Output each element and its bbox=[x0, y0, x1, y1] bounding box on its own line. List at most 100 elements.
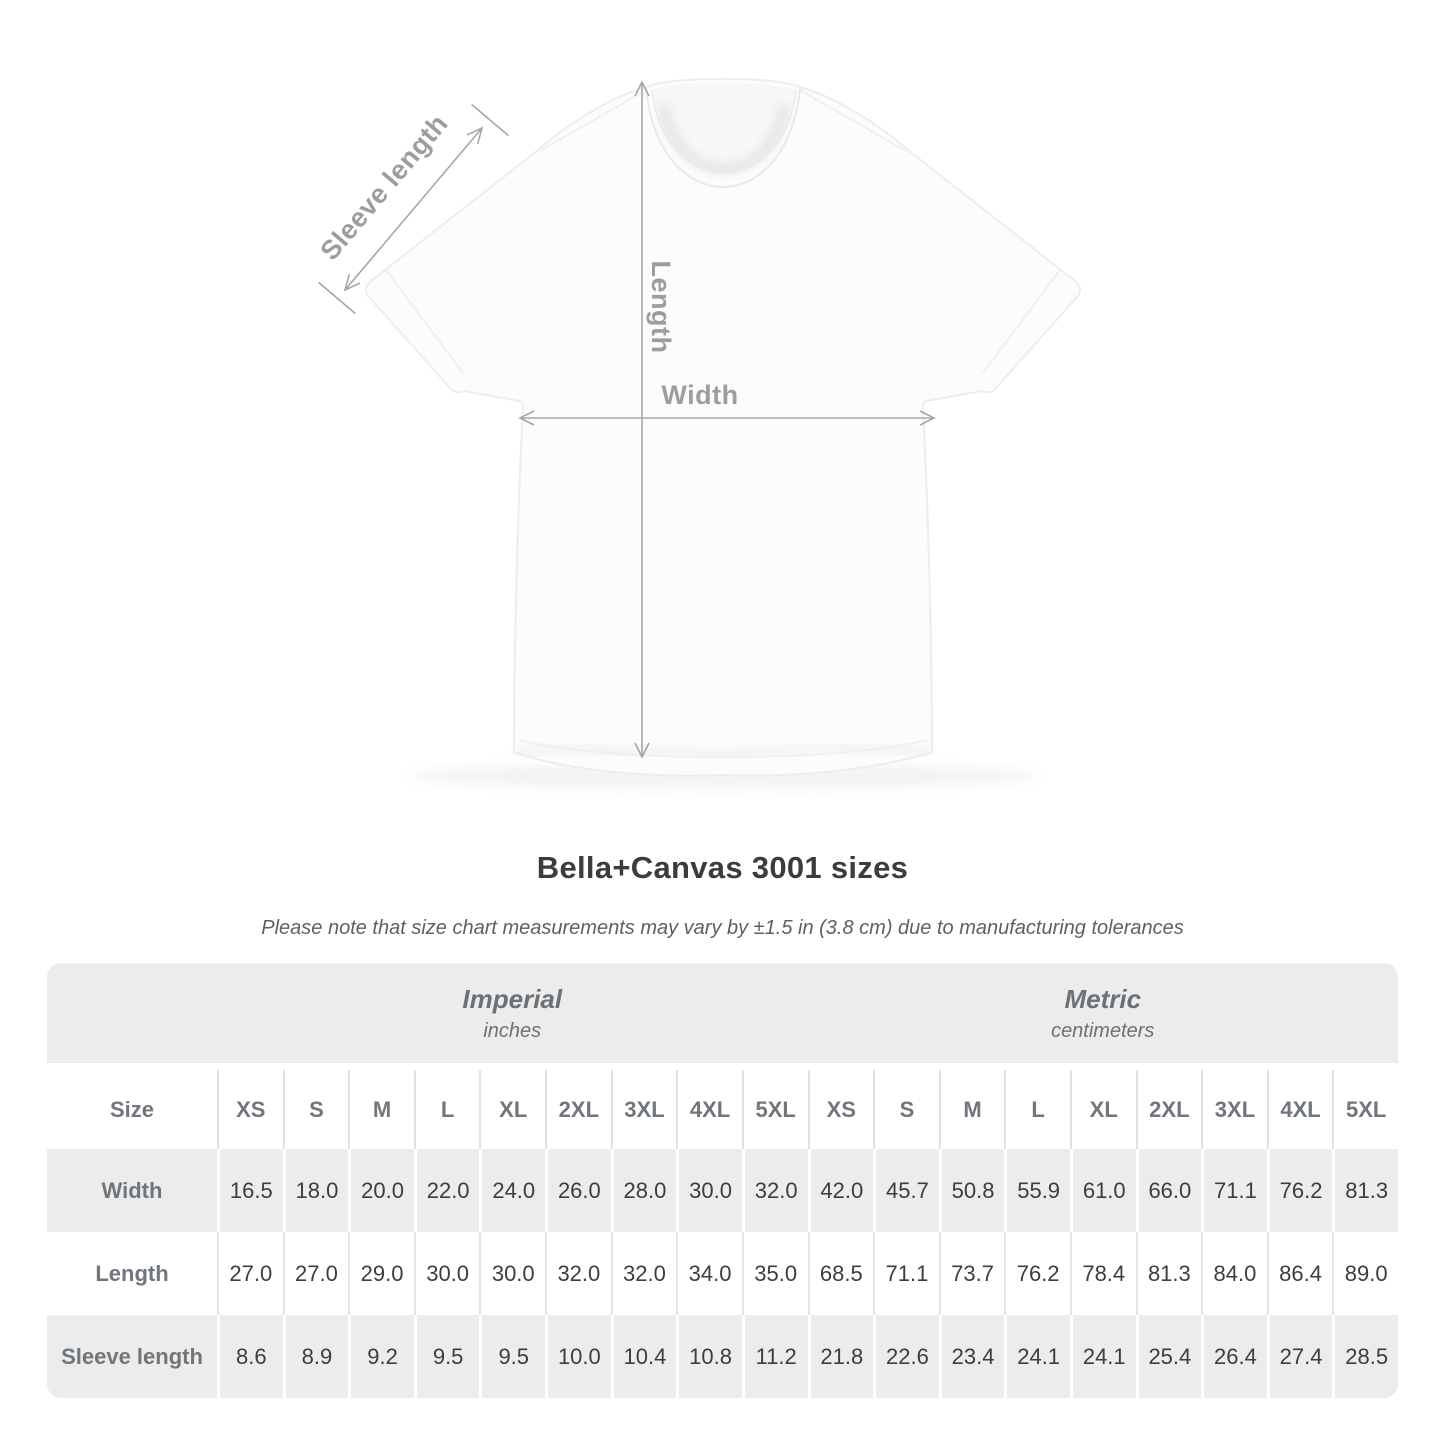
value-cell: 27.0 bbox=[217, 1232, 283, 1315]
value-cell: 34.0 bbox=[676, 1232, 742, 1315]
value-cell: 26.4 bbox=[1201, 1315, 1267, 1398]
value-cell: 25.4 bbox=[1135, 1315, 1202, 1398]
value-cell: 23.4 bbox=[938, 1315, 1005, 1398]
length-label: Length bbox=[646, 261, 676, 354]
row-label: Width bbox=[101, 1177, 163, 1203]
measurement-row: Length 27.0 27.0 29.0 30.0 30.0 32.0 32.0 34.0 35… bbox=[47, 1232, 1398, 1315]
tshirt bbox=[365, 77, 1081, 777]
collar-outer-edge bbox=[645, 87, 801, 188]
value-cell: 9.2 bbox=[348, 1315, 414, 1398]
sleeve-length-arrow bbox=[318, 103, 509, 315]
units-header: Imperial inches Metric centimeters bbox=[47, 963, 1398, 1063]
units-header-spacer bbox=[47, 963, 217, 1063]
value-cell: 29.0 bbox=[348, 1232, 414, 1315]
imperial-unit-label: inches bbox=[483, 1019, 542, 1042]
value-cell: 8.6 bbox=[217, 1315, 283, 1398]
value-cell: 9.5 bbox=[479, 1315, 545, 1398]
tshirt-figure: Sleeve length Length Width bbox=[314, 77, 1081, 790]
value-cell: 35.0 bbox=[741, 1232, 808, 1315]
size-col-header: L bbox=[413, 1070, 480, 1149]
value-cell: 28.5 bbox=[1332, 1315, 1398, 1398]
value-cell: 76.2 bbox=[1266, 1149, 1333, 1232]
value-cell: 18.0 bbox=[282, 1149, 349, 1232]
value-cell: 45.7 bbox=[873, 1149, 939, 1232]
imperial-label: Imperial bbox=[462, 983, 563, 1014]
value-cell: 22.0 bbox=[413, 1149, 480, 1232]
size-col-header: 2XL bbox=[1135, 1070, 1202, 1149]
shoulder-seam-right bbox=[799, 89, 907, 152]
value-cell: 42.0 bbox=[807, 1149, 874, 1232]
size-col-header: 4XL bbox=[676, 1070, 742, 1149]
size-header-row: Size XS S M L XL 2XL 3XL 4XL 5XL XS S M L XL 2XL 3XL 4XL 5… bbox=[47, 1070, 1398, 1149]
size-corner-label: Size bbox=[109, 1096, 155, 1122]
width-label: Width bbox=[661, 380, 738, 410]
value-cell: 24.1 bbox=[1004, 1315, 1070, 1398]
value-cell: 32.0 bbox=[610, 1232, 677, 1315]
value-cell: 27.4 bbox=[1266, 1315, 1333, 1398]
tolerance-note: Please note that size chart measurements… bbox=[261, 917, 1184, 939]
table-rows: Size XS S M L XL 2XL 3XL 4XL 5XL XS S M L XL 2XL 3XL 4XL 5… bbox=[47, 1070, 1398, 1398]
size-col-header: XL bbox=[479, 1070, 545, 1149]
shoulder-seam-left bbox=[539, 89, 647, 152]
value-cell: 76.2 bbox=[1004, 1232, 1070, 1315]
size-col-header: S bbox=[282, 1070, 349, 1149]
value-cell: 78.4 bbox=[1069, 1232, 1136, 1315]
value-cell: 10.4 bbox=[610, 1315, 677, 1398]
value-cell: 20.0 bbox=[348, 1149, 414, 1232]
collar-inner-shadow bbox=[659, 104, 789, 174]
value-cell: 71.1 bbox=[873, 1232, 939, 1315]
value-cell: 32.0 bbox=[741, 1149, 808, 1232]
size-col-header: XL bbox=[1069, 1070, 1136, 1149]
value-cell: 21.8 bbox=[807, 1315, 874, 1398]
metric-section-header: Metric centimeters bbox=[808, 963, 1399, 1063]
size-col-header: S bbox=[873, 1070, 939, 1149]
value-cell: 27.0 bbox=[282, 1232, 349, 1315]
size-col-header: L bbox=[1004, 1070, 1070, 1149]
size-col-header: 5XL bbox=[741, 1070, 808, 1149]
value-cell: 89.0 bbox=[1332, 1232, 1398, 1315]
value-cell: 16.5 bbox=[217, 1149, 283, 1232]
size-col-header: 5XL bbox=[1332, 1070, 1398, 1149]
cuff-seam-right bbox=[982, 269, 1061, 374]
value-cell: 66.0 bbox=[1135, 1149, 1202, 1232]
page-title: Bella+Canvas 3001 sizes bbox=[536, 850, 909, 885]
row-label: Length bbox=[95, 1260, 169, 1286]
size-col-header: XS bbox=[807, 1070, 874, 1149]
value-cell: 22.6 bbox=[873, 1315, 939, 1398]
size-col-header: M bbox=[938, 1070, 1005, 1149]
value-cell: 61.0 bbox=[1069, 1149, 1136, 1232]
measurement-row: Sleeve length 8.6 8.9 9.2 9.5 9.5 10.0 10.4 10.8… bbox=[47, 1315, 1398, 1398]
value-cell: 24.1 bbox=[1069, 1315, 1136, 1398]
value-cell: 32.0 bbox=[545, 1232, 611, 1315]
size-col-header: M bbox=[348, 1070, 414, 1149]
size-col-header: XS bbox=[217, 1070, 283, 1149]
size-col-header: 3XL bbox=[1201, 1070, 1267, 1149]
row-label: Sleeve length bbox=[61, 1343, 203, 1369]
value-cell: 30.0 bbox=[479, 1232, 545, 1315]
value-cell: 8.9 bbox=[282, 1315, 349, 1398]
size-col-header: 4XL bbox=[1266, 1070, 1333, 1149]
imperial-section-header: Imperial inches bbox=[217, 963, 808, 1063]
value-cell: 10.0 bbox=[545, 1315, 611, 1398]
value-cell: 50.8 bbox=[938, 1149, 1005, 1232]
value-cell: 81.3 bbox=[1332, 1149, 1398, 1232]
value-cell: 10.8 bbox=[676, 1315, 742, 1398]
value-cell: 24.0 bbox=[479, 1149, 545, 1232]
value-cell: 81.3 bbox=[1135, 1232, 1202, 1315]
measurement-row: Width 16.5 18.0 20.0 22.0 24.0 26.0 28.0 30.0 32.… bbox=[47, 1149, 1398, 1232]
length-arrow bbox=[634, 80, 650, 759]
value-cell: 55.9 bbox=[1004, 1149, 1070, 1232]
hem-fold bbox=[515, 743, 931, 757]
value-cell: 71.1 bbox=[1201, 1149, 1267, 1232]
size-col-header: 3XL bbox=[610, 1070, 677, 1149]
value-cell: 86.4 bbox=[1266, 1232, 1333, 1315]
value-cell: 11.2 bbox=[741, 1315, 808, 1398]
width-arrow bbox=[518, 410, 936, 426]
value-cell: 26.0 bbox=[545, 1149, 611, 1232]
collar-inner-edge bbox=[651, 89, 797, 174]
value-cell: 9.5 bbox=[413, 1315, 480, 1398]
value-cell: 73.7 bbox=[938, 1232, 1005, 1315]
value-cell: 30.0 bbox=[676, 1149, 742, 1232]
size-col-header: 2XL bbox=[545, 1070, 611, 1149]
value-cell: 28.0 bbox=[610, 1149, 677, 1232]
